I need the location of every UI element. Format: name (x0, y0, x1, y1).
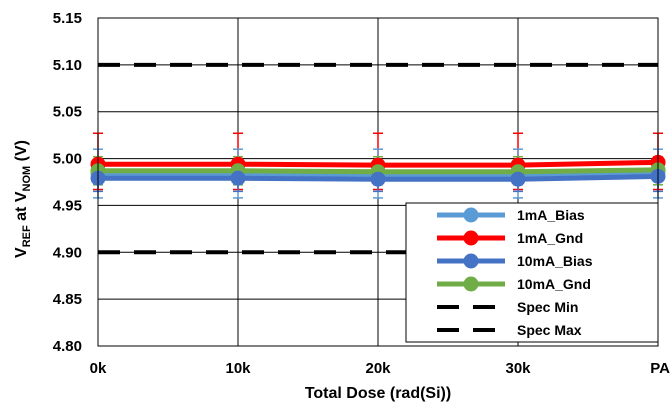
x-tick-label: 0k (90, 360, 107, 377)
data-point (370, 171, 386, 187)
data-point (230, 170, 246, 186)
legend-label: Spec Max (517, 322, 582, 338)
x-axis-title: Total Dose (rad(Si)) (305, 385, 451, 402)
data-point (510, 171, 526, 187)
legend-label: Spec Min (517, 299, 578, 315)
y-tick-label: 5.15 (53, 10, 82, 27)
legend-box (405, 202, 659, 343)
legend-marker (463, 276, 479, 292)
legend-item: 1mA_Gnd (437, 230, 583, 246)
legend-label: 10mA_Bias (517, 253, 593, 269)
x-tick-label: PA (650, 360, 670, 377)
legend-marker (463, 253, 479, 269)
legend-label: 1mA_Bias (517, 207, 585, 223)
x-tick-label: 10k (225, 360, 251, 377)
legend-marker (463, 230, 479, 246)
legend-marker (463, 207, 479, 223)
x-tick-label: 30k (505, 360, 531, 377)
legend-item: Spec Max (437, 322, 582, 338)
y-tick-label: 4.90 (53, 244, 82, 261)
y-tick-label: 4.85 (53, 291, 82, 308)
plot-frame (97, 17, 659, 347)
legend: 1mA_Bias 1mA_Gnd 10mA_Bias 10mA_Gnd Spec Min… (405, 202, 659, 343)
x-tick-labels: 0k 10k 20k 30k PA (90, 360, 670, 377)
y-tick-label: 5.10 (53, 57, 82, 74)
y-tick-label: 5.05 (53, 104, 82, 121)
legend-label: 1mA_Gnd (517, 230, 583, 246)
y-tick-label: 5.00 (53, 151, 82, 168)
legend-item: 10mA_Bias (437, 253, 593, 269)
legend-item: Spec Min (437, 299, 578, 315)
x-tick-label: 20k (365, 360, 391, 377)
y-tick-labels: 4.80 4.85 4.90 4.95 5.00 5.05 5.10 5.15 (53, 10, 82, 355)
y-tick-label: 4.95 (53, 197, 82, 214)
legend-label: 10mA_Gnd (517, 276, 591, 292)
y-axis-title: VREF at VNOM (V) (13, 140, 33, 258)
series-layer (90, 62, 666, 255)
y-tick-label: 4.80 (53, 338, 82, 355)
legend-item: 1mA_Bias (437, 207, 585, 223)
legend-item: 10mA_Gnd (437, 276, 591, 292)
